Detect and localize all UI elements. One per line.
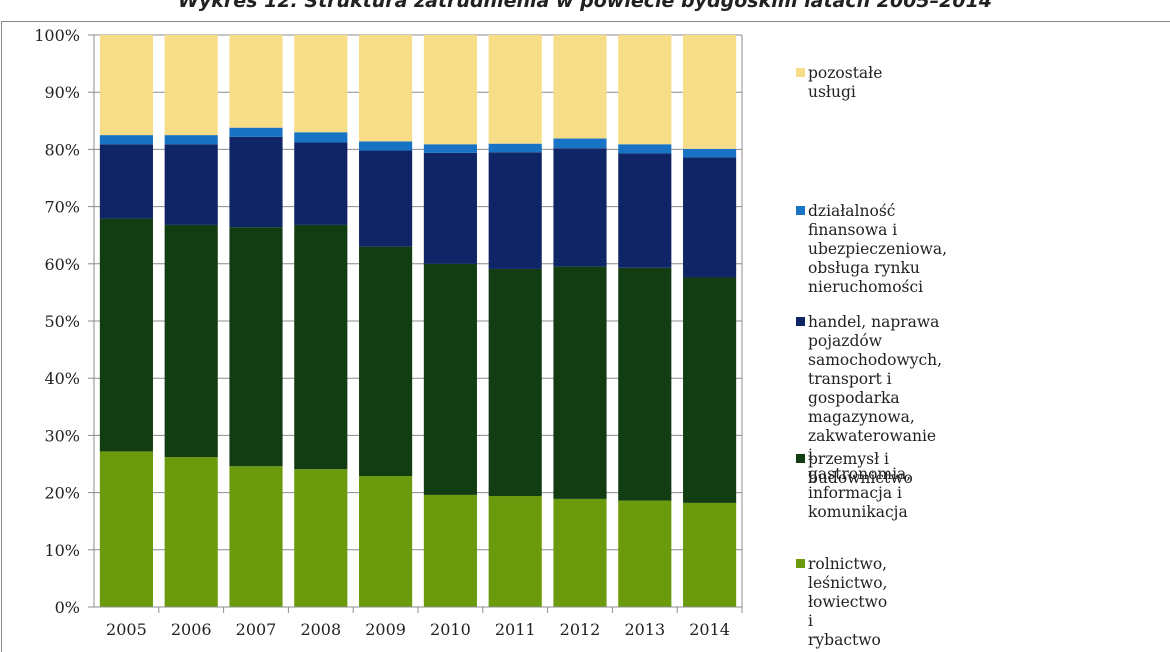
bar-stack-2009 xyxy=(359,35,413,607)
y-tick-label: 90% xyxy=(44,83,80,102)
bar-segment xyxy=(99,35,153,136)
axes xyxy=(88,34,743,613)
bar-stack-2008 xyxy=(294,35,348,607)
bar-segment xyxy=(359,150,413,247)
bar-segment xyxy=(488,35,542,144)
bar-segment xyxy=(359,246,413,477)
bar-segment xyxy=(164,135,218,145)
bar-segment xyxy=(359,141,413,151)
x-tick-label: 2014 xyxy=(689,620,730,639)
bar-segment xyxy=(294,35,348,133)
y-tick-label: 50% xyxy=(44,312,80,331)
legend-label: rolnictwo, leśnictwo, łowiectwo i rybact… xyxy=(808,555,888,649)
x-tick-label: 2006 xyxy=(171,620,212,639)
y-tick-labels: 0% 10% 20% 30% 40% 50% 60% 70% 80% 90% 100% xyxy=(34,26,80,617)
x-tick-label: 2009 xyxy=(365,620,406,639)
legend-swatch xyxy=(796,206,805,215)
y-tick-label: 0% xyxy=(55,598,80,617)
bar-stack-2010 xyxy=(423,35,477,607)
bar-segment xyxy=(683,35,737,149)
chart-frame xyxy=(1,21,1170,652)
bar-stack-2007 xyxy=(229,35,283,607)
chart-title: Wykres 12. Struktura zatrudnienia w powi… xyxy=(177,0,993,12)
y-tick-label: 20% xyxy=(44,484,80,503)
legend-label: handel, naprawa pojazdów samochodowych, … xyxy=(808,313,943,521)
bar-segment xyxy=(618,144,672,154)
bar-segment xyxy=(99,144,153,219)
bar-segment xyxy=(229,35,283,128)
x-tick-labels: 2005 2006 2007 2008 2009 2010 2011 2012 2013 2014 xyxy=(106,620,730,639)
bar-segment xyxy=(423,144,477,153)
bar-segment xyxy=(618,153,672,268)
y-tick-label: 10% xyxy=(44,541,80,560)
bar-stack-2005 xyxy=(99,35,153,607)
bar-segment xyxy=(683,157,737,278)
bar-segment xyxy=(488,268,542,497)
y-tick-label: 30% xyxy=(44,426,80,445)
bar-segment xyxy=(683,502,737,607)
bar-segment xyxy=(99,135,153,145)
bar-segment xyxy=(553,498,607,607)
bar-segment xyxy=(423,152,477,264)
bar-segment xyxy=(618,500,672,607)
x-tick-label: 2012 xyxy=(560,620,601,639)
bar-segment xyxy=(229,227,283,467)
legend-swatch xyxy=(796,454,805,463)
bar-segment xyxy=(423,35,477,145)
bar-segment xyxy=(164,35,218,136)
bar-stack-2013 xyxy=(618,35,672,607)
y-tick-label: 40% xyxy=(44,369,80,388)
bar-stack-2014 xyxy=(683,35,737,607)
x-tick-label: 2010 xyxy=(430,620,471,639)
bar-segment xyxy=(164,457,218,607)
bar-segment xyxy=(229,136,283,228)
bar-segment xyxy=(683,277,737,503)
bar-segment xyxy=(423,263,477,495)
bar-segment xyxy=(553,266,607,499)
bar-segment xyxy=(618,267,672,501)
legend-label: działalność finansowa i ubezpieczeniowa,… xyxy=(808,202,948,296)
bar-segment xyxy=(294,142,348,225)
y-tick-label: 100% xyxy=(34,26,80,45)
x-tick-label: 2008 xyxy=(300,620,341,639)
bar-segment xyxy=(553,138,607,149)
bar-segment xyxy=(488,143,542,153)
bar-segment xyxy=(294,132,348,143)
y-tick-label: 60% xyxy=(44,255,80,274)
bar-segment xyxy=(488,152,542,269)
bar-segment xyxy=(294,469,348,607)
y-tick-label: 80% xyxy=(44,140,80,159)
bar-segment xyxy=(423,494,477,607)
bar-segment xyxy=(229,466,283,607)
bar-segment xyxy=(359,35,413,142)
bar-segment xyxy=(488,496,542,607)
bar-segment xyxy=(229,127,283,137)
legend-swatch xyxy=(796,317,805,326)
bars xyxy=(99,35,737,607)
bar-segment xyxy=(99,451,153,607)
bar-segment xyxy=(99,218,153,452)
x-tick-label: 2011 xyxy=(495,620,536,639)
bar-segment xyxy=(618,35,672,145)
legend-swatch xyxy=(796,68,805,77)
bar-segment xyxy=(294,224,348,470)
bar-stack-2006 xyxy=(164,35,218,607)
bar-segment xyxy=(359,476,413,607)
y-tick-label: 70% xyxy=(44,198,80,217)
x-tick-label: 2013 xyxy=(624,620,665,639)
bar-segment xyxy=(553,148,607,267)
legend-label: przemysł i budownictwo xyxy=(808,450,913,487)
bar-segment xyxy=(164,144,218,225)
bar-segment xyxy=(164,224,218,458)
x-tick-label: 2007 xyxy=(236,620,277,639)
legend-swatch xyxy=(796,559,805,568)
x-tick-label: 2005 xyxy=(106,620,147,639)
legend-label: pozostałe usługi xyxy=(808,64,883,101)
bar-segment xyxy=(683,148,737,158)
bar-stack-2011 xyxy=(488,35,542,607)
bar-stack-2012 xyxy=(553,35,607,607)
bar-segment xyxy=(553,35,607,139)
